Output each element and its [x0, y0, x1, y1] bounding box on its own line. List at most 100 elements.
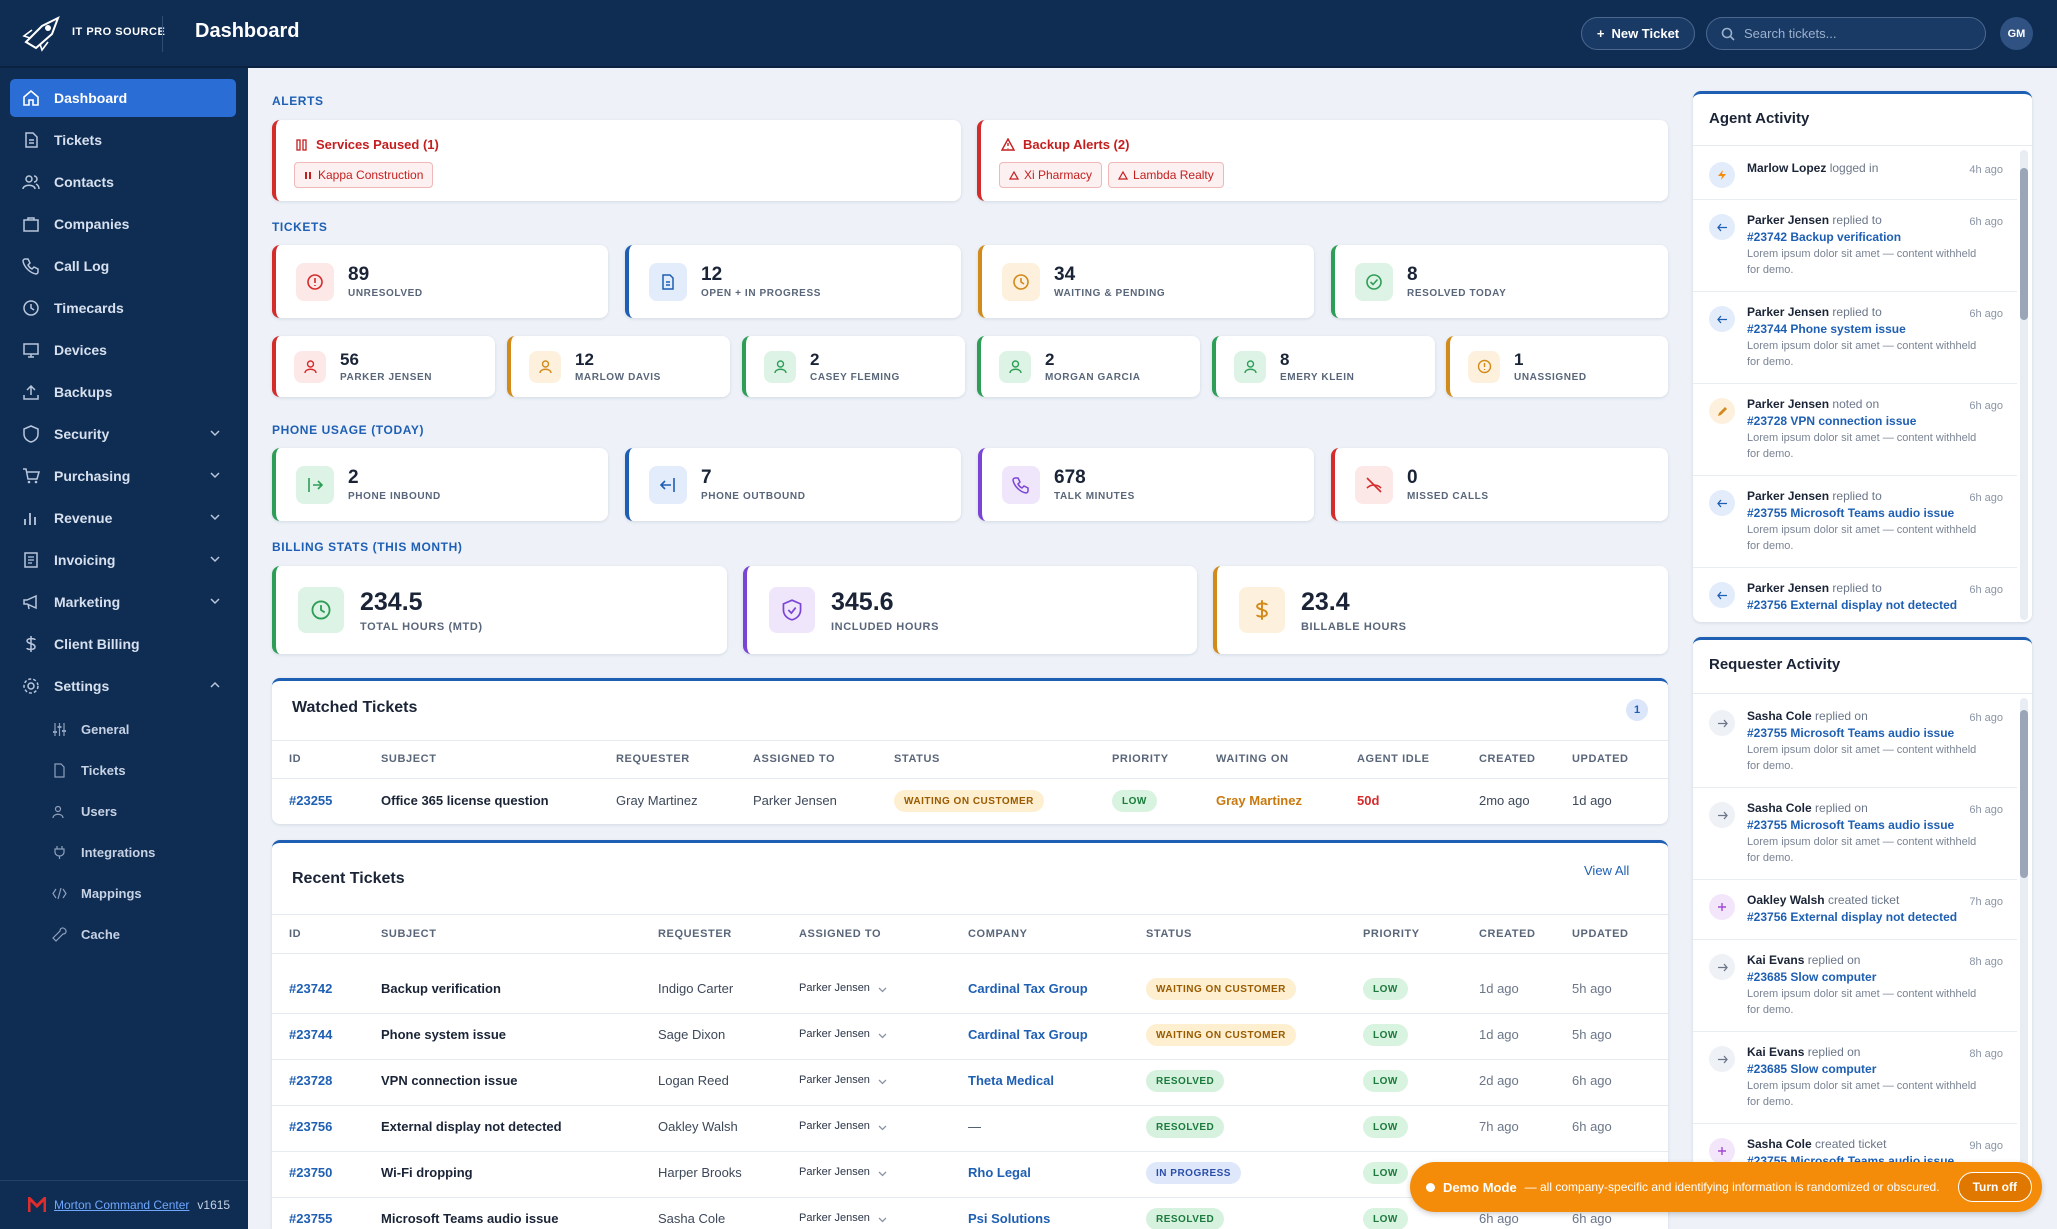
activity-item[interactable]: Marlow Lopez logged in 4h ago [1693, 148, 2017, 200]
ticket-id-link[interactable]: #23744 [289, 1027, 333, 1042]
column-header[interactable]: REQUESTER [658, 928, 732, 940]
ticket-subject[interactable]: Phone system issue [381, 1027, 506, 1042]
footer-app-link[interactable]: Morton Command Center [54, 1198, 190, 1212]
sidebar-item-purchasing[interactable]: Purchasing [10, 457, 236, 495]
stat-total-hours[interactable]: 234.5 TOTAL HOURS (MTD) [272, 566, 727, 654]
chevron-down-icon[interactable] [878, 985, 887, 994]
column-header[interactable]: AGENT IDLE [1357, 753, 1430, 765]
activity-ticket-link[interactable]: #23755 Microsoft Teams audio issue [1747, 726, 1955, 740]
sidebar-item-backups[interactable]: Backups [10, 373, 236, 411]
column-header[interactable]: PRIORITY [1112, 753, 1169, 765]
settings-sub-integrations[interactable]: Integrations [52, 836, 232, 868]
sidebar-item-contacts[interactable]: Contacts [10, 163, 236, 201]
search-input[interactable] [1744, 26, 1964, 41]
sidebar-item-security[interactable]: Security [10, 415, 236, 453]
sidebar-item-marketing[interactable]: Marketing [10, 583, 236, 621]
stat-included-hours[interactable]: 345.6 INCLUDED HOURS [743, 566, 1197, 654]
ticket-company-link[interactable]: Theta Medical [968, 1073, 1054, 1088]
column-header[interactable]: SUBJECT [381, 753, 437, 765]
column-header[interactable]: CREATED [1479, 928, 1536, 940]
alert-chip[interactable]: Xi Pharmacy [999, 162, 1103, 188]
column-header[interactable]: ASSIGNED TO [799, 928, 882, 940]
settings-sub-cache[interactable]: Cache [52, 918, 232, 950]
stat-missed-calls[interactable]: 0 MISSED CALLS [1331, 448, 1668, 521]
ticket-subject[interactable]: Backup verification [381, 981, 501, 996]
stat-unassigned[interactable]: 1 UNASSIGNED [1446, 336, 1668, 397]
scrollbar-thumb[interactable] [2020, 710, 2028, 878]
column-header[interactable]: STATUS [894, 753, 940, 765]
new-ticket-button[interactable]: + New Ticket [1581, 17, 1695, 50]
activity-item[interactable]: Kai Evans replied on #23685 Slow computer… [1693, 940, 2017, 1032]
settings-sub-mappings[interactable]: Mappings [52, 877, 232, 909]
activity-ticket-link[interactable]: #23744 Phone system issue [1747, 322, 1906, 336]
activity-item[interactable]: Sasha Cole replied on #23755 Microsoft Te… [1693, 696, 2017, 788]
column-header[interactable]: UPDATED [1572, 753, 1629, 765]
agent-activity-scrollbar[interactable] [2020, 150, 2028, 620]
settings-sub-users[interactable]: Users [52, 795, 232, 827]
stat-phone-inbound[interactable]: 2 PHONE INBOUND [272, 448, 608, 521]
column-header[interactable]: COMPANY [968, 928, 1028, 940]
column-header[interactable]: STATUS [1146, 928, 1192, 940]
activity-item[interactable]: Parker Jensen replied to #23755 Microsoft… [1693, 476, 2017, 568]
ticket-id-link[interactable]: #23750 [289, 1165, 333, 1180]
stat-talk-minutes[interactable]: 678 TALK MINUTES [978, 448, 1314, 521]
stat-agent-marlow-davis[interactable]: 12 MARLOW DAVIS [507, 336, 730, 397]
ticket-subject[interactable]: VPN connection issue [381, 1073, 518, 1088]
chevron-down-icon[interactable] [878, 1169, 887, 1178]
activity-item[interactable]: Sasha Cole replied on #23755 Microsoft Te… [1693, 788, 2017, 880]
sidebar-item-invoicing[interactable]: Invoicing [10, 541, 236, 579]
ticket-company-link[interactable]: Cardinal Tax Group [968, 981, 1088, 996]
stat-agent-morgan-garcia[interactable]: 2 MORGAN GARCIA [977, 336, 1200, 397]
stat-billable-hours[interactable]: 23.4 BILLABLE HOURS [1213, 566, 1668, 654]
column-header[interactable]: ID [289, 928, 302, 940]
user-avatar[interactable]: GM [2000, 17, 2033, 50]
activity-item[interactable]: Sasha Cole created ticket #23755 Microsof… [1693, 1124, 2017, 1174]
ticket-company-link[interactable]: Cardinal Tax Group [968, 1027, 1088, 1042]
activity-ticket-link[interactable]: #23728 VPN connection issue [1747, 414, 1917, 428]
sidebar-item-devices[interactable]: Devices [10, 331, 236, 369]
stat-waiting-pending[interactable]: 34 WAITING & PENDING [978, 245, 1314, 318]
activity-item[interactable]: Parker Jensen noted on #23728 VPN connect… [1693, 384, 2017, 476]
stat-open-in-progress[interactable]: 12 OPEN + IN PROGRESS [625, 245, 961, 318]
ticket-assigned-select[interactable]: Parker Jensen [799, 1120, 870, 1132]
sidebar-item-revenue[interactable]: Revenue [10, 499, 236, 537]
ticket-company-link[interactable]: Rho Legal [968, 1165, 1031, 1180]
stat-resolved-today[interactable]: 8 RESOLVED TODAY [1331, 245, 1668, 318]
turn-off-demo-button[interactable]: Turn off [1957, 1172, 2032, 1202]
chevron-down-icon[interactable] [878, 1123, 887, 1132]
ticket-id-link[interactable]: #23742 [289, 981, 333, 996]
ticket-assigned-select[interactable]: Parker Jensen [799, 1074, 870, 1086]
activity-ticket-link[interactable]: #23755 Microsoft Teams audio issue [1747, 818, 1955, 832]
brand-logo[interactable]: IT PRO SOURCE [22, 12, 165, 52]
requester-activity-scrollbar[interactable] [2020, 698, 2028, 1170]
search-box[interactable] [1706, 17, 1986, 50]
column-header[interactable]: SUBJECT [381, 928, 437, 940]
ticket-company-link[interactable]: Psi Solutions [968, 1211, 1051, 1226]
ticket-assigned-select[interactable]: Parker Jensen [799, 1028, 870, 1040]
ticket-id-link[interactable]: #23756 [289, 1119, 333, 1134]
stat-phone-outbound[interactable]: 7 PHONE OUTBOUND [625, 448, 961, 521]
sidebar-item-timecards[interactable]: Timecards [10, 289, 236, 327]
ticket-assigned-select[interactable]: Parker Jensen [799, 1166, 870, 1178]
column-header[interactable]: CREATED [1479, 753, 1536, 765]
activity-ticket-link[interactable]: #23756 External display not detected [1747, 910, 1958, 924]
sidebar-item-dashboard[interactable]: Dashboard [10, 79, 236, 117]
sidebar-item-tickets[interactable]: Tickets [10, 121, 236, 159]
activity-item[interactable]: Oakley Walsh created ticket #23756 Extern… [1693, 880, 2017, 940]
activity-item[interactable]: Kai Evans replied on #23685 Slow computer… [1693, 1032, 2017, 1124]
ticket-assigned-select[interactable]: Parker Jensen [799, 982, 870, 994]
stat-agent-emery-klein[interactable]: 8 EMERY KLEIN [1212, 336, 1435, 397]
activity-ticket-link[interactable]: #23755 Microsoft Teams audio issue [1747, 506, 1955, 520]
settings-sub-tickets[interactable]: Tickets [52, 754, 232, 786]
sidebar-item-settings[interactable]: Settings [10, 667, 236, 705]
view-all-link[interactable]: View All [1584, 863, 1630, 878]
chevron-down-icon[interactable] [878, 1077, 887, 1086]
ticket-id-link[interactable]: #23255 [289, 793, 333, 808]
sidebar-item-client-billing[interactable]: Client Billing [10, 625, 236, 663]
column-header[interactable]: UPDATED [1572, 928, 1629, 940]
ticket-subject[interactable]: External display not detected [381, 1119, 562, 1134]
sidebar-item-companies[interactable]: Companies [10, 205, 236, 243]
scrollbar-thumb[interactable] [2020, 168, 2028, 320]
stat-agent-parker-jensen[interactable]: 56 PARKER JENSEN [272, 336, 495, 397]
chevron-down-icon[interactable] [878, 1031, 887, 1040]
